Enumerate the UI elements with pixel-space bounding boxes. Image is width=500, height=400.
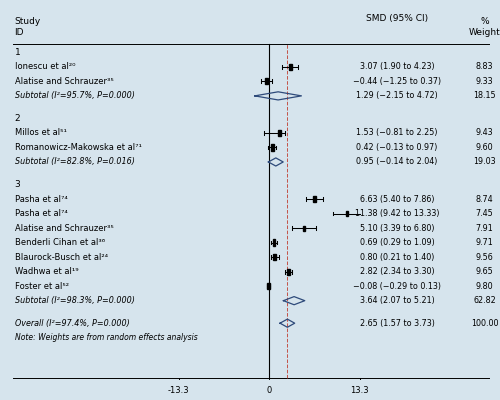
- Text: Alatise and Schrauzer³⁵: Alatise and Schrauzer³⁵: [14, 224, 114, 232]
- Text: 2: 2: [14, 114, 20, 123]
- Text: 9.80: 9.80: [476, 282, 494, 291]
- Text: Note: Weights are from random effects analysis: Note: Weights are from random effects an…: [14, 333, 198, 342]
- Text: −0.44 (−1.25 to 0.37): −0.44 (−1.25 to 0.37): [353, 77, 441, 86]
- Text: %: %: [480, 16, 489, 26]
- Text: Weight: Weight: [468, 28, 500, 37]
- Text: ID: ID: [14, 28, 24, 37]
- Text: -13.3: -13.3: [168, 386, 190, 395]
- Text: 9.71: 9.71: [476, 238, 494, 247]
- Text: SMD (95% CI): SMD (95% CI): [366, 14, 428, 23]
- Text: Foster et al⁵²: Foster et al⁵²: [14, 282, 68, 291]
- Text: 9.60: 9.60: [476, 143, 494, 152]
- Bar: [268, 283, 270, 289]
- Text: Subtotal (I²=82.8%, P=0.016): Subtotal (I²=82.8%, P=0.016): [14, 158, 134, 166]
- Bar: [271, 144, 274, 150]
- Text: 5.10 (3.39 to 6.80): 5.10 (3.39 to 6.80): [360, 224, 434, 232]
- Text: Subtotal (I²=98.3%, P=0.000): Subtotal (I²=98.3%, P=0.000): [14, 296, 134, 305]
- Bar: [287, 268, 290, 275]
- Text: 3.64 (2.07 to 5.21): 3.64 (2.07 to 5.21): [360, 296, 434, 305]
- Text: 1: 1: [14, 48, 20, 57]
- Text: 18.15: 18.15: [473, 91, 496, 100]
- Text: 8.83: 8.83: [476, 62, 494, 71]
- Text: 9.56: 9.56: [476, 252, 494, 262]
- Text: 0: 0: [266, 386, 272, 395]
- Text: 100.00: 100.00: [471, 319, 498, 328]
- Text: 6.63 (5.40 to 7.86): 6.63 (5.40 to 7.86): [360, 194, 434, 204]
- Bar: [274, 254, 276, 260]
- Text: 1.53 (−0.81 to 2.25): 1.53 (−0.81 to 2.25): [356, 128, 438, 138]
- Text: 0.69 (0.29 to 1.09): 0.69 (0.29 to 1.09): [360, 238, 434, 247]
- Bar: [272, 240, 276, 246]
- Text: Romanowicz-Makowska et al⁷¹: Romanowicz-Makowska et al⁷¹: [14, 143, 141, 152]
- Text: 0.95 (−0.14 to 2.04): 0.95 (−0.14 to 2.04): [356, 158, 438, 166]
- Text: Benderli Cihan et al³⁶: Benderli Cihan et al³⁶: [14, 238, 104, 247]
- Text: Wadhwa et al¹⁹: Wadhwa et al¹⁹: [14, 267, 78, 276]
- Bar: [278, 130, 281, 136]
- Bar: [289, 64, 292, 70]
- Text: 2.82 (2.34 to 3.30): 2.82 (2.34 to 3.30): [360, 267, 434, 276]
- Bar: [346, 211, 348, 216]
- Text: 11.38 (9.42 to 13.33): 11.38 (9.42 to 13.33): [355, 209, 440, 218]
- Text: 19.03: 19.03: [473, 158, 496, 166]
- Bar: [313, 196, 316, 202]
- Text: Millos et al⁵¹: Millos et al⁵¹: [14, 128, 66, 138]
- Bar: [265, 78, 268, 84]
- Text: Study: Study: [14, 16, 41, 26]
- Text: 62.82: 62.82: [473, 296, 496, 305]
- Text: Alatise and Schrauzer³⁵: Alatise and Schrauzer³⁵: [14, 77, 114, 86]
- Text: 7.91: 7.91: [476, 224, 494, 232]
- Text: Blaurock-Busch et al²⁴: Blaurock-Busch et al²⁴: [14, 252, 108, 262]
- Bar: [303, 226, 305, 230]
- Text: Overall (I²=97.4%, P=0.000): Overall (I²=97.4%, P=0.000): [14, 319, 130, 328]
- Text: 9.43: 9.43: [476, 128, 494, 138]
- Text: 7.45: 7.45: [476, 209, 494, 218]
- Text: 0.80 (0.21 to 1.40): 0.80 (0.21 to 1.40): [360, 252, 434, 262]
- Text: 13.3: 13.3: [350, 386, 369, 395]
- Text: Pasha et al⁷⁴: Pasha et al⁷⁴: [14, 194, 68, 204]
- Text: 2.65 (1.57 to 3.73): 2.65 (1.57 to 3.73): [360, 319, 434, 328]
- Text: 9.33: 9.33: [476, 77, 494, 86]
- Text: 9.65: 9.65: [476, 267, 494, 276]
- Text: 1.29 (−2.15 to 4.72): 1.29 (−2.15 to 4.72): [356, 91, 438, 100]
- Text: −0.08 (−0.29 to 0.13): −0.08 (−0.29 to 0.13): [353, 282, 441, 291]
- Text: Pasha et al⁷⁴: Pasha et al⁷⁴: [14, 209, 68, 218]
- Text: 0.42 (−0.13 to 0.97): 0.42 (−0.13 to 0.97): [356, 143, 438, 152]
- Text: Ionescu et al²⁰: Ionescu et al²⁰: [14, 62, 75, 71]
- Text: Subtotal (I²=95.7%, P=0.000): Subtotal (I²=95.7%, P=0.000): [14, 91, 134, 100]
- Text: 3.07 (1.90 to 4.23): 3.07 (1.90 to 4.23): [360, 62, 434, 71]
- Text: 8.74: 8.74: [476, 194, 494, 204]
- Text: 3: 3: [14, 180, 20, 189]
